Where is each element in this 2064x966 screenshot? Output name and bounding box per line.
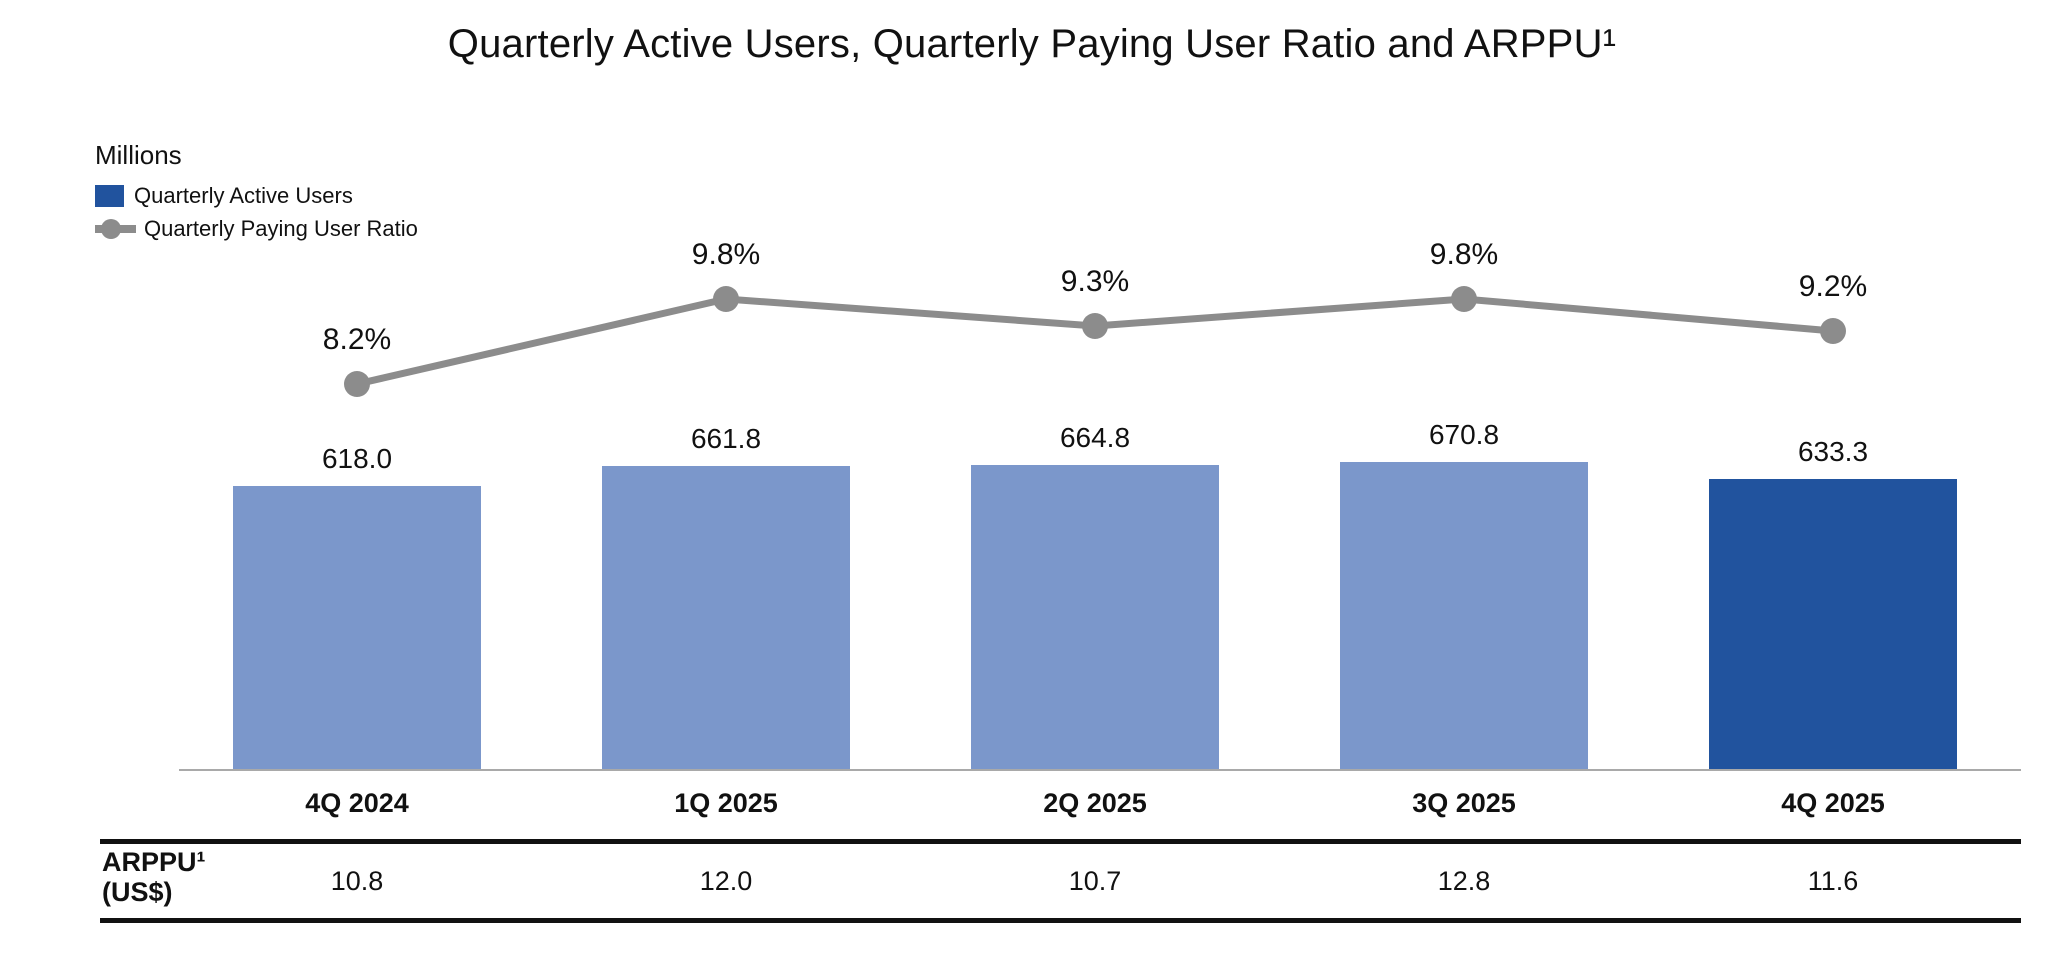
line-marker-1q-2025 — [713, 286, 739, 312]
bar-value-label-4q-2025: 633.3 — [1797, 436, 1869, 467]
table-bottom-rule — [100, 918, 2021, 923]
line-marker-3q-2025 — [1451, 286, 1477, 312]
paying-ratio-label-2q-2025: 9.3% — [1060, 265, 1130, 298]
line-series-dot-icon — [101, 219, 121, 239]
x-axis-line — [179, 769, 2021, 771]
arppu-value-2q-2025: 10.7 — [1068, 866, 1122, 896]
bar-value-label-4q-2024: 618.0 — [321, 443, 393, 474]
arppu-row-header: ARPPU¹ (US$) — [102, 847, 206, 907]
arppu-value-4q-2024: 10.8 — [330, 866, 384, 896]
line-marker-4q-2024 — [344, 371, 370, 397]
bar-value-label-1q-2025: 661.8 — [690, 423, 762, 454]
bar-4q-2024 — [233, 486, 481, 770]
bar-3q-2025 — [1340, 462, 1588, 770]
x-axis-label-2q-2025: 2Q 2025 — [1043, 788, 1147, 818]
x-axis-label-1q-2025: 1Q 2025 — [674, 788, 778, 818]
paying-ratio-label-4q-2024: 8.2% — [322, 323, 392, 356]
paying-ratio-label-4q-2025: 9.2% — [1798, 270, 1868, 303]
chart-title: Quarterly Active Users, Quarterly Paying… — [447, 22, 1617, 66]
x-axis-label-3q-2025: 3Q 2025 — [1412, 788, 1516, 818]
paying-ratio-label-1q-2025: 9.8% — [691, 238, 761, 271]
paying-ratio-label-3q-2025: 9.8% — [1429, 238, 1499, 271]
line-marker-4q-2025 — [1820, 318, 1846, 344]
line-marker-2q-2025 — [1082, 313, 1108, 339]
arppu-value-4q-2025: 11.6 — [1807, 866, 1859, 896]
bar-2q-2025 — [971, 465, 1219, 770]
axis-unit-label: Millions — [95, 140, 182, 170]
bar-1q-2025 — [602, 466, 850, 770]
arppu-header-line1: ARPPU¹ — [102, 847, 206, 877]
x-axis-label-4q-2024: 4Q 2024 — [305, 788, 409, 818]
arppu-value-1q-2025: 12.0 — [699, 866, 753, 896]
legend-label-active-users: Quarterly Active Users — [134, 183, 353, 208]
table-top-rule — [100, 839, 2021, 844]
legend-label-paying-ratio: Quarterly Paying User Ratio — [144, 216, 418, 241]
bar-series-swatch-icon — [95, 185, 124, 207]
bar-value-label-2q-2025: 664.8 — [1059, 422, 1131, 453]
paying-ratio-line — [356, 295, 1834, 388]
bar-4q-2025 — [1709, 479, 1957, 770]
arppu-header-line2: (US$) — [102, 877, 173, 907]
x-axis-label-4q-2025: 4Q 2025 — [1781, 788, 1885, 818]
bar-value-label-3q-2025: 670.8 — [1428, 419, 1500, 450]
arppu-value-3q-2025: 12.8 — [1437, 866, 1491, 896]
